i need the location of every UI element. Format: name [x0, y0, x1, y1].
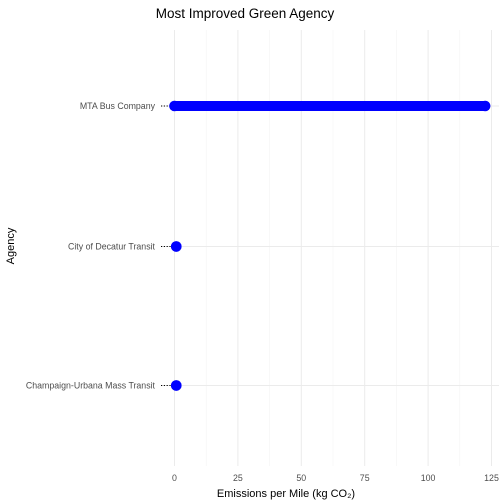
x-tick-label: 125: [484, 473, 499, 483]
x-tick-label: 75: [360, 473, 370, 483]
end-point: [170, 241, 182, 252]
tick-labels: 0 25 50 75 100 125 MTA Bus Company City of Deca…: [26, 101, 499, 483]
data-marks: [161, 100, 491, 391]
x-axis-title: Emissions per Mile (kg CO₂): [217, 488, 355, 500]
y-axis-title: Agency: [5, 227, 17, 264]
x-tick-label: 25: [233, 473, 243, 483]
x-tick-label: 50: [296, 473, 306, 483]
y-tick-label: MTA Bus Company: [80, 101, 156, 111]
chart-title: Most Improved Green Agency: [156, 6, 335, 21]
y-tick-label: City of Decatur Transit: [68, 242, 156, 252]
end-point: [479, 100, 491, 112]
x-tick-label: 100: [421, 473, 436, 483]
y-tick-label: Champaign-Urbana Mass Transit: [26, 381, 156, 391]
end-point: [170, 380, 182, 391]
start-point: [169, 100, 180, 112]
x-tick-label: 0: [172, 473, 177, 483]
